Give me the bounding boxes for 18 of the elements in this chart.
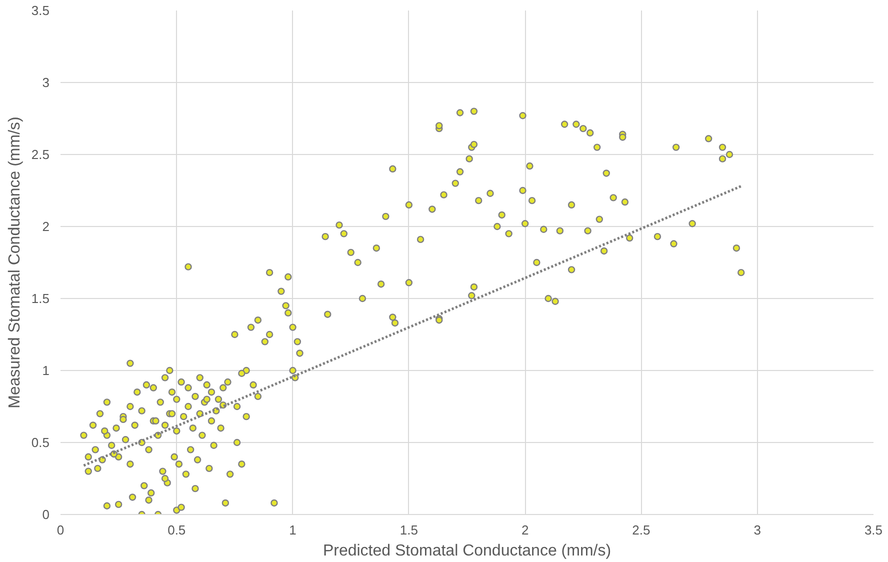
x-axis-title: Predicted Stomatal Conductance (mm/s) [322, 542, 612, 560]
y-tick-label: 0 [42, 507, 50, 522]
y-axis-title: Measured Stomatal Conductance (mm/s) [6, 116, 24, 408]
x-tick-label: 3 [754, 522, 761, 538]
y-tick-label: 3 [42, 75, 50, 90]
x-tick-label: 1 [289, 522, 296, 538]
y-tick-label: 0.5 [31, 435, 50, 450]
x-tick-label: 1.5 [400, 522, 418, 538]
y-tick-label: 3.5 [31, 3, 50, 18]
x-tick-label: 0 [56, 522, 64, 538]
x-tick-label: 0.5 [168, 522, 186, 538]
x-tick-label: 3.5 [864, 522, 883, 538]
x-tick-label: 2 [521, 522, 529, 538]
y-tick-label: 2 [42, 219, 50, 234]
y-tick-label: 2.5 [31, 147, 50, 162]
x-tick-label: 2.5 [632, 522, 650, 538]
y-tick-label: 1.5 [31, 291, 50, 306]
y-tick-label: 1 [42, 363, 50, 378]
